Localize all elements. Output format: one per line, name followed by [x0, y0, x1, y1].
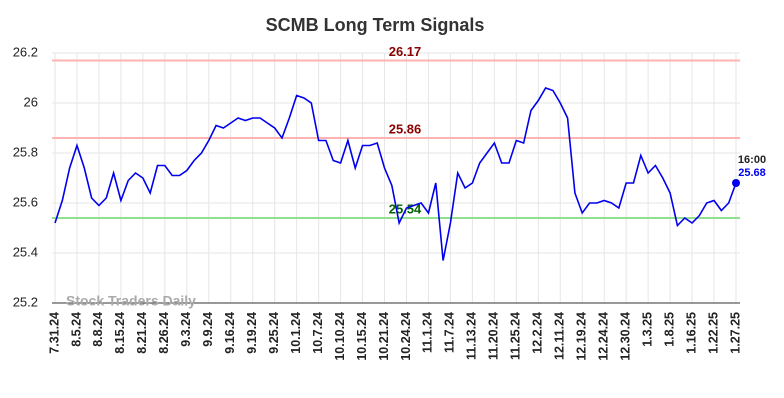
x-tick-label: 9.9.24: [201, 312, 215, 347]
x-tick-label: 9.3.24: [179, 312, 193, 347]
x-tick-label: 12.2.24: [531, 312, 545, 354]
x-tick-label: 12.30.24: [618, 312, 632, 361]
y-tick-label: 25.6: [13, 194, 38, 209]
x-tick-label: 11.1.24: [421, 312, 435, 353]
x-tick-label: 8.26.24: [157, 312, 171, 354]
y-tick-label: 26: [24, 94, 38, 109]
x-tick-label: 9.19.24: [245, 312, 259, 354]
x-tick-label: 11.20.24: [487, 312, 501, 360]
x-tick-label: 7.31.24: [47, 312, 61, 354]
price-line: [54, 87, 737, 261]
x-tick-label: 11.25.24: [509, 312, 523, 360]
x-tick-label: 10.1.24: [289, 312, 303, 354]
y-tick-label: 26.2: [13, 44, 38, 59]
x-tick-label: 10.21.24: [377, 312, 391, 361]
x-tick-label: 1.22.25: [706, 312, 720, 354]
x-tick-label: 1.8.25: [662, 312, 676, 347]
x-tick-label: 1.27.25: [728, 312, 742, 354]
x-tick-label: 1.3.25: [640, 312, 654, 347]
x-tick-label: 9.25.24: [267, 312, 281, 354]
end-time: 16:00: [738, 154, 766, 166]
signal-label: 26.17: [389, 44, 422, 59]
x-tick-label: 12.11.24: [553, 312, 567, 360]
x-tick-label: 8.8.24: [91, 312, 105, 347]
x-tick-label: 8.5.24: [69, 312, 83, 347]
y-tick-label: 25.8: [13, 144, 38, 159]
x-tick-label: 8.15.24: [113, 312, 127, 354]
y-tick-label: 25.4: [13, 244, 38, 259]
x-tick-label: 8.21.24: [135, 312, 149, 354]
x-tick-label: 10.10.24: [333, 312, 347, 361]
x-tick-label: 11.7.24: [443, 312, 457, 353]
x-tick-label: 11.13.24: [465, 312, 479, 360]
x-tick-label: 1.16.25: [684, 312, 698, 354]
x-tick-label: 10.15.24: [355, 312, 369, 361]
x-tick-label: 9.16.24: [223, 312, 237, 354]
x-tick-label: 10.24.24: [399, 312, 413, 361]
x-tick-label: 10.7.24: [311, 312, 325, 354]
signal-label: 25.86: [389, 121, 422, 136]
x-tick-label: 12.24.24: [596, 312, 610, 361]
watermark: Stock Traders Daily: [66, 293, 196, 309]
y-tick-label: 25.2: [13, 294, 38, 309]
x-tick-label: 12.19.24: [575, 312, 589, 361]
chart-title: SCMB Long Term Signals: [266, 15, 485, 35]
end-value: 25.68: [738, 167, 766, 179]
last-point: [732, 179, 740, 187]
